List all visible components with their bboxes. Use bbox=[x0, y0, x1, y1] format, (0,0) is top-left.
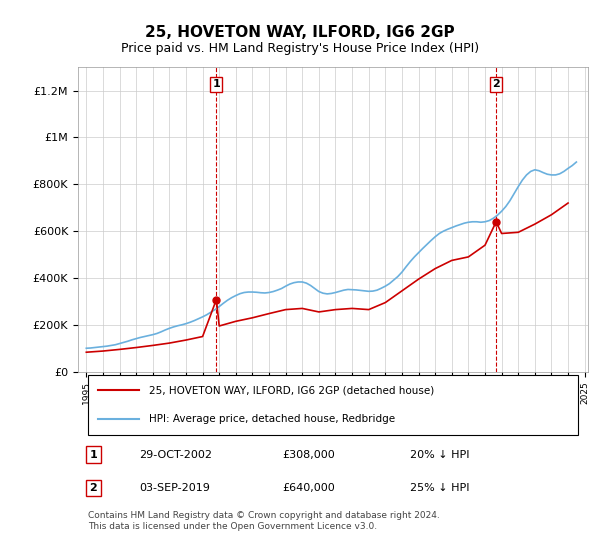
Text: 03-SEP-2019: 03-SEP-2019 bbox=[139, 483, 210, 493]
Text: 2: 2 bbox=[492, 80, 500, 90]
Text: HPI: Average price, detached house, Redbridge: HPI: Average price, detached house, Redb… bbox=[149, 414, 395, 424]
Text: 25, HOVETON WAY, ILFORD, IG6 2GP: 25, HOVETON WAY, ILFORD, IG6 2GP bbox=[145, 25, 455, 40]
Text: Price paid vs. HM Land Registry's House Price Index (HPI): Price paid vs. HM Land Registry's House … bbox=[121, 42, 479, 55]
Text: 2: 2 bbox=[89, 483, 97, 493]
Text: £308,000: £308,000 bbox=[282, 450, 335, 460]
Text: Contains HM Land Registry data © Crown copyright and database right 2024.
This d: Contains HM Land Registry data © Crown c… bbox=[88, 511, 440, 530]
Text: 20% ↓ HPI: 20% ↓ HPI bbox=[409, 450, 469, 460]
Text: £640,000: £640,000 bbox=[282, 483, 335, 493]
Text: 29-OCT-2002: 29-OCT-2002 bbox=[139, 450, 212, 460]
Text: 1: 1 bbox=[89, 450, 97, 460]
Text: 1: 1 bbox=[212, 80, 220, 90]
FancyBboxPatch shape bbox=[88, 375, 578, 435]
Text: 25% ↓ HPI: 25% ↓ HPI bbox=[409, 483, 469, 493]
Text: 25, HOVETON WAY, ILFORD, IG6 2GP (detached house): 25, HOVETON WAY, ILFORD, IG6 2GP (detach… bbox=[149, 385, 434, 395]
